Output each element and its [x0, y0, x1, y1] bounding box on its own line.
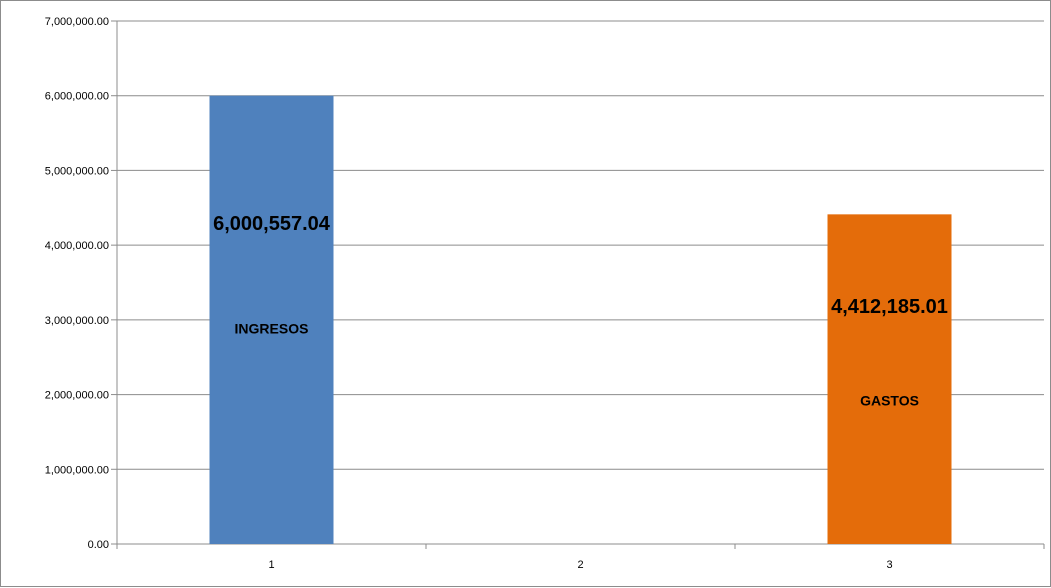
bar-ingresos: [209, 95, 334, 544]
value-label: 6,000,557.04: [213, 213, 331, 235]
x-tick-label: 3: [886, 559, 892, 571]
x-tick-label: 2: [577, 559, 583, 571]
y-tick-label: 3,000,000.00: [45, 315, 109, 327]
value-label: 4,412,185.01: [831, 296, 948, 318]
category-label: INGRESOS: [235, 320, 309, 336]
y-tick-label: 4,000,000.00: [45, 240, 109, 252]
y-tick-label: 6,000,000.00: [45, 91, 109, 103]
category-label: GASTOS: [860, 393, 919, 409]
x-tick-label: 1: [268, 559, 274, 571]
y-tick-label: 2,000,000.00: [45, 390, 109, 402]
bar-gastos: [827, 214, 952, 545]
y-tick-label: 5,000,000.00: [45, 165, 109, 177]
y-tick-label: 7,000,000.00: [45, 16, 109, 28]
y-tick-label: 1,000,000.00: [45, 464, 109, 476]
y-tick-label: 0.00: [88, 539, 109, 551]
